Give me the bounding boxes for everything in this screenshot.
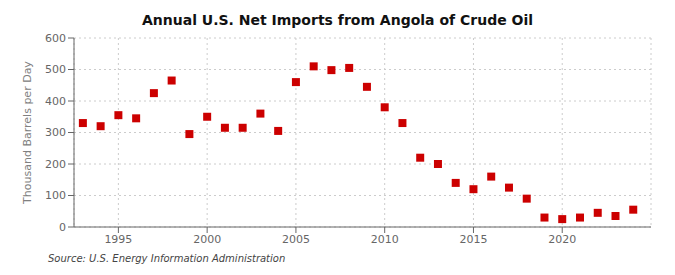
svg-text:2000: 2000: [193, 233, 221, 246]
svg-text:2015: 2015: [459, 233, 487, 246]
svg-text:Thousand Barrels per Day: Thousand Barrels per Day: [21, 61, 34, 205]
svg-text:100: 100: [45, 189, 66, 202]
svg-text:400: 400: [45, 95, 66, 108]
svg-text:2005: 2005: [282, 233, 310, 246]
svg-text:0: 0: [59, 221, 66, 234]
html-text:Source: U.S. Energy Informatio: Source: U.S. Energy Information Administ…: [48, 253, 286, 264]
svg-text:200: 200: [45, 158, 66, 171]
svg-text:2010: 2010: [371, 233, 399, 246]
html-text:Annual U.S. Net Imports from A: Annual U.S. Net Imports from Angola of C…: [142, 12, 533, 28]
svg-text:500: 500: [45, 63, 66, 76]
svg-text:600: 600: [45, 32, 66, 45]
svg-text:300: 300: [45, 126, 66, 139]
svg-text:2020: 2020: [548, 233, 576, 246]
svg-text:1995: 1995: [104, 233, 132, 246]
